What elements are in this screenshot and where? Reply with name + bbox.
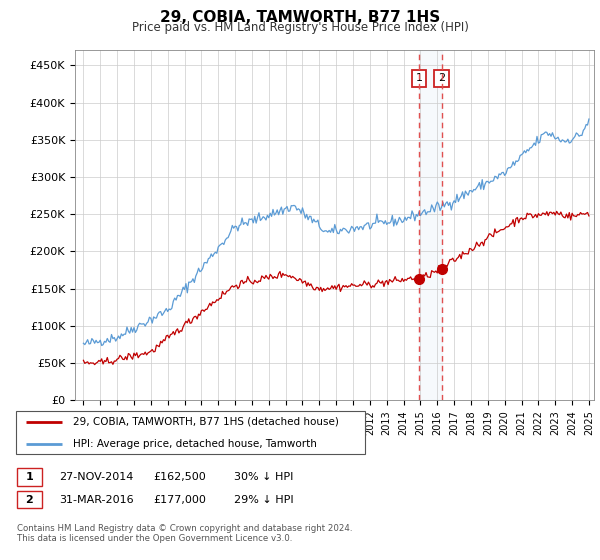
Text: 29, COBIA, TAMWORTH, B77 1HS (detached house): 29, COBIA, TAMWORTH, B77 1HS (detached h… bbox=[73, 417, 339, 427]
Text: £162,500: £162,500 bbox=[153, 472, 206, 482]
FancyBboxPatch shape bbox=[16, 410, 365, 455]
Text: 1: 1 bbox=[415, 73, 422, 83]
Text: 2: 2 bbox=[438, 73, 445, 83]
Text: 29% ↓ HPI: 29% ↓ HPI bbox=[234, 494, 293, 505]
Text: Contains HM Land Registry data © Crown copyright and database right 2024.
This d: Contains HM Land Registry data © Crown c… bbox=[17, 524, 352, 543]
Text: Price paid vs. HM Land Registry's House Price Index (HPI): Price paid vs. HM Land Registry's House … bbox=[131, 21, 469, 34]
Text: 2: 2 bbox=[26, 494, 33, 505]
Bar bbox=[419, 50, 442, 400]
Text: HPI: Average price, detached house, Tamworth: HPI: Average price, detached house, Tamw… bbox=[73, 438, 317, 449]
Text: £177,000: £177,000 bbox=[153, 494, 206, 505]
Text: 27-NOV-2014: 27-NOV-2014 bbox=[59, 472, 133, 482]
Text: 31-MAR-2016: 31-MAR-2016 bbox=[59, 494, 133, 505]
Text: 30% ↓ HPI: 30% ↓ HPI bbox=[234, 472, 293, 482]
Text: 29, COBIA, TAMWORTH, B77 1HS: 29, COBIA, TAMWORTH, B77 1HS bbox=[160, 10, 440, 25]
Text: 1: 1 bbox=[26, 472, 33, 482]
